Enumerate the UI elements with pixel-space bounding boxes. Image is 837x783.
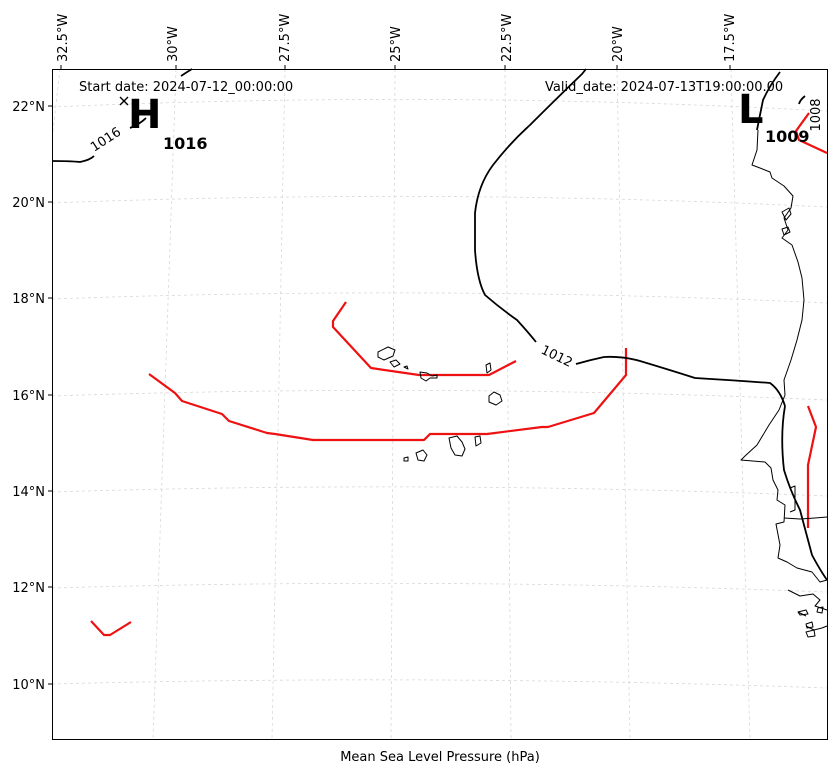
island-bijagos-1 [797,609,809,616]
senegal-inlet [789,485,796,513]
start-date-label: Start date: 2024-07-12_00:00:00 [79,80,293,95]
high-center-cross-icon [119,96,129,106]
lon-label-27-5w: 27.5°W [278,14,293,62]
lon-label-30w: 30°W [166,26,181,62]
trough-lines [90,112,828,637]
isobar-1012-line-coast [781,405,828,581]
island-brava [403,456,409,462]
isobar-1012-line [474,68,587,343]
trough-line-coast [806,405,818,528]
trough-line-central [331,301,517,377]
trough-line-northeast [794,112,828,154]
gambia-river [783,516,828,520]
lon-label-17-5w: 17.5°W [723,14,738,62]
lat-label-20n: 20°N [12,196,45,211]
isobar-label-1016: 1016 [88,125,124,156]
lat-label-10n: 10°N [12,678,45,693]
lon-label-22-5w: 22.5°W [500,14,515,62]
isobar-label-1008: 1008 [809,98,824,131]
isobar-1008-line-2 [798,95,806,105]
island-canary-1 [781,207,792,221]
isobar-label-1012: 1012 [538,343,574,371]
isobar-1016-line-2 [129,117,147,129]
map-frame [52,69,828,740]
island-maio [474,435,482,447]
isobar-1012-line-2 [575,355,786,407]
island-santa-luzia [403,365,409,370]
high-pressure-value: 1016 [163,134,208,153]
x-axis-label: Mean Sea Level Pressure (hPa) [340,750,540,765]
high-pressure-letter: H [128,92,161,138]
island-bijagos-4 [816,606,824,614]
latitude-ticks [48,105,52,685]
island-sao-vicente [389,359,401,368]
lat-label-14n: 14°N [12,485,45,500]
low-pressure-letter: L [738,87,764,133]
island-bijagos-2 [805,621,814,629]
island-santo-antao [377,346,396,361]
african-coastline [740,129,828,631]
island-fogo [415,449,428,462]
isobar-1008-line [756,71,781,131]
island-canary-2 [781,226,791,236]
lat-label-12n: 12°N [12,581,45,596]
trough-line-southwest [90,620,132,637]
low-pressure-value: 1009 [765,127,810,146]
island-bijagos-3 [805,629,816,638]
lon-label-20w: 20°W [611,26,626,62]
trough-line-main [148,348,628,442]
island-sao-nicolau [419,371,438,382]
graticule [51,68,828,741]
isobars [51,68,828,581]
isobar-1016-line-3 [180,68,193,77]
lon-label-32-5w: 32.5°W [56,14,71,62]
coastlines [377,129,828,638]
high-pressure-center: H 1016 [119,92,208,153]
lat-label-16n: 16°N [12,389,45,404]
lat-label-22n: 22°N [12,100,45,115]
valid-date-label: Valid_date: 2024-07-13T19:00:00.00 [545,80,783,95]
island-santiago [448,435,466,457]
low-pressure-center: L 1009 [738,87,810,146]
island-boa-vista [488,391,503,406]
lon-label-25w: 25°W [389,26,404,62]
longitude-ticks [60,65,731,69]
island-sal [485,362,492,374]
lat-label-18n: 18°N [12,292,45,307]
isobar-1016-line [51,155,95,163]
